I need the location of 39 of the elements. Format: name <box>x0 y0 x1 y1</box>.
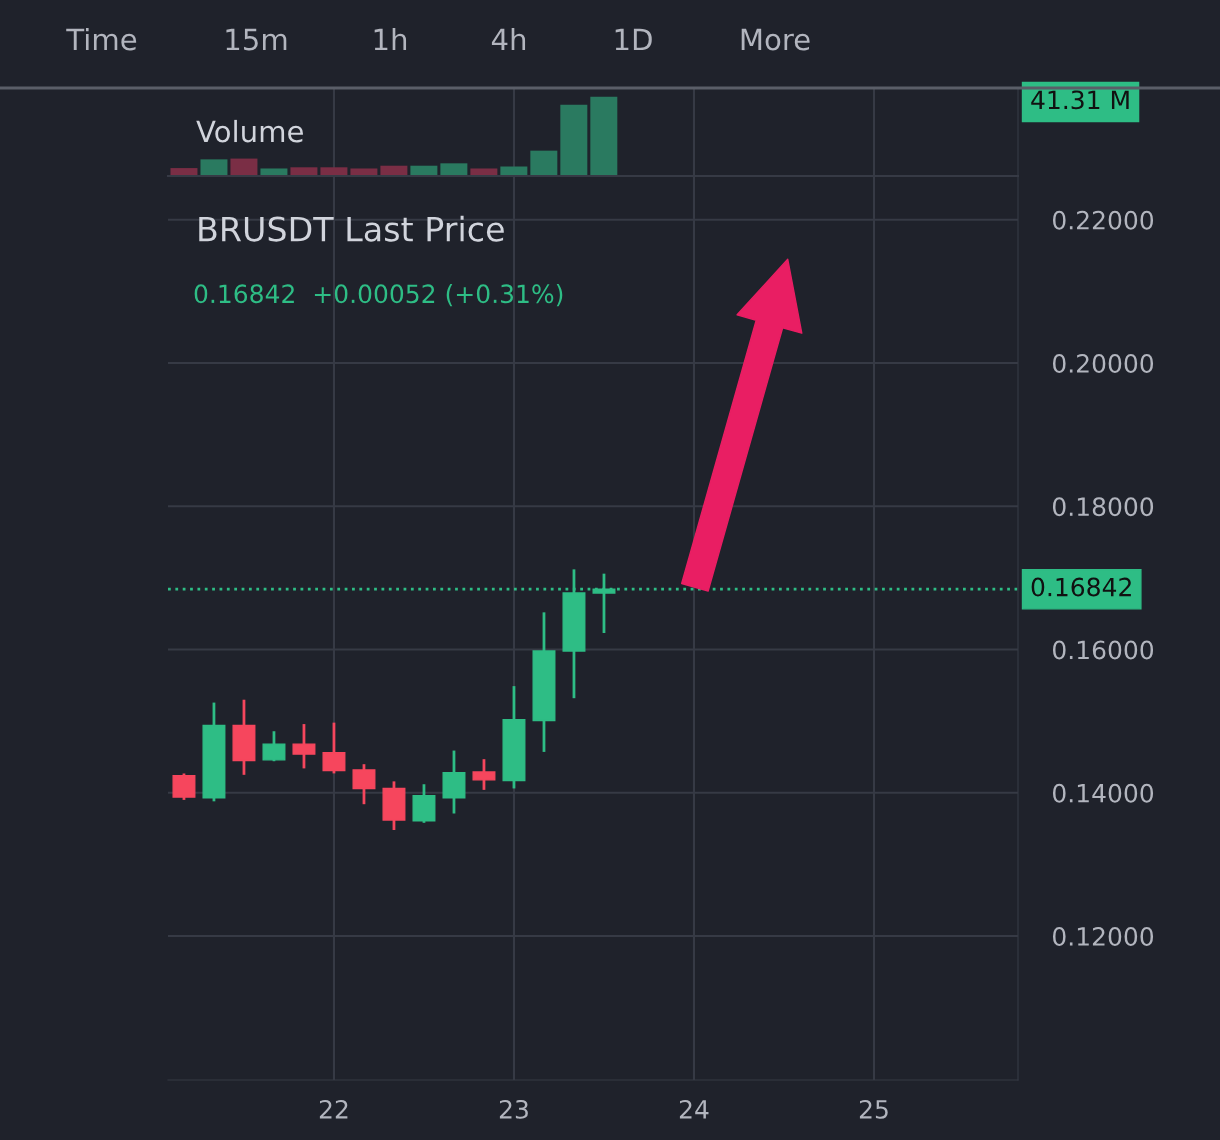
text: 1D <box>615 28 652 51</box>
text: 4h <box>491 27 526 51</box>
text: BRUSDT Last Price <box>199 215 504 242</box>
candlestick <box>292 724 316 769</box>
bar <box>440 163 468 176</box>
text: More <box>741 28 810 51</box>
text: 1h <box>374 27 407 51</box>
candlestick <box>352 764 376 805</box>
y-tick-label: 0.20000 <box>1052 353 1154 373</box>
candlestick <box>262 731 286 762</box>
candlestick <box>172 773 196 800</box>
y-tick-label: 0.12000 <box>1052 926 1154 946</box>
text: 15m <box>226 28 287 51</box>
y-tick-label: 0.22000 <box>1052 210 1154 230</box>
bar <box>260 168 288 176</box>
x-tick-label: 25 <box>859 1099 888 1119</box>
candlestick <box>322 722 346 774</box>
bar <box>530 150 558 176</box>
text: Volume <box>196 119 303 143</box>
bar <box>590 96 618 176</box>
x-tick-label: 24 <box>679 1099 709 1119</box>
text: 0.16842 +0.00052 (+0.31%) <box>194 283 563 307</box>
bar <box>560 104 588 176</box>
y-tick-label: 0.16000 <box>1052 640 1154 660</box>
x-tick-label: 22 <box>319 1099 348 1119</box>
bar <box>290 167 318 176</box>
text: 41.31 M <box>1031 90 1129 110</box>
y-tick-label: 0.18000 <box>1052 497 1154 517</box>
candlestick <box>472 759 496 790</box>
text: Time <box>66 27 137 51</box>
x-tick-label: 23 <box>499 1099 528 1119</box>
bar <box>500 166 528 176</box>
bar <box>350 168 378 176</box>
bar <box>200 159 228 176</box>
bar <box>320 167 348 176</box>
ref-line-label: 0.16842 <box>1031 577 1131 597</box>
bar <box>470 168 498 176</box>
bar <box>230 158 258 176</box>
y-tick-label: 0.14000 <box>1052 783 1154 803</box>
